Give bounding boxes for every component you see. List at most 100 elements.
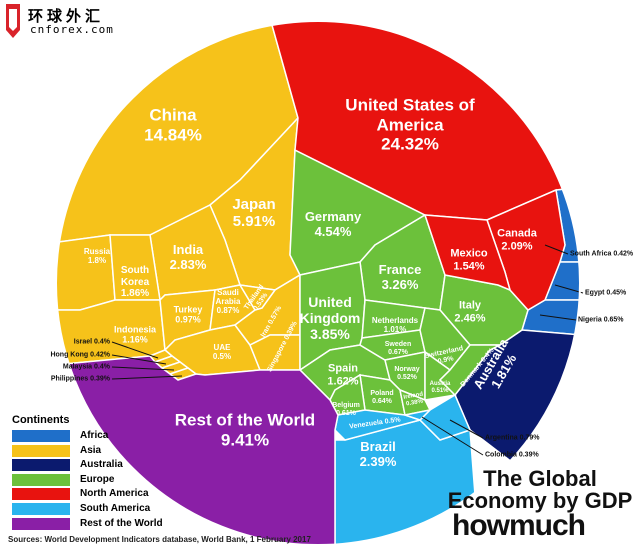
country-label: Malaysia 0.4% [63,364,110,371]
country-label: Egypt 0.45% [585,290,626,297]
country-value: 4.54% [314,224,352,239]
brand: howmuch [452,509,586,542]
country-value: 0.39% [518,451,539,459]
leader-line [554,284,584,294]
logo-name: 环球外汇 [28,7,105,25]
legend-label: Europe [80,473,115,485]
country-label: Argentina 0.79% [485,435,539,442]
country-cell [402,408,433,421]
country-name: Nigeria [578,316,602,324]
country-value: 3.85% [310,326,350,343]
country-value: 0.5% [212,352,232,361]
country-name: Mexico [450,247,488,260]
country-name: Sweden [384,340,412,348]
country-name: South Korea [120,264,150,288]
country-label: Sweden 0.67% [378,341,418,357]
country-value: 24.32% [381,134,439,154]
leader-line [111,366,175,371]
country-label: Mexico 1.54% [439,247,499,272]
country-value: 9.41% [220,430,270,449]
country-value: 0.97% [175,315,201,325]
chart-title: The Global Economy by GDP [447,466,633,513]
country-label: Japan 5.91% [214,196,294,231]
country-value: 1.01% [383,325,407,334]
country-value: 0.5% [384,416,402,426]
country-value: 0.45% [606,289,627,297]
country-value: 1.86% [120,287,150,299]
country-name: Japan [232,195,276,213]
country-value: 2.46% [454,312,486,324]
legend-label: Asia [80,444,102,456]
country-label: Israel 0.4% [74,339,110,346]
country-name: South Africa [570,250,612,258]
leader-line [421,416,484,456]
leader-line [111,354,167,365]
country-name: Israel [73,338,93,346]
country-name: Spain [328,362,358,375]
legend-title: Continents [12,414,70,426]
country-value: 0.39% [90,375,110,383]
country-name: Philippines [50,375,89,383]
country-label: South Africa 0.42% [570,251,633,258]
country-name: Indonesia [113,324,156,335]
country-value: 0.61% [336,410,356,417]
country-value: 1.16% [122,335,148,345]
country-label: Belgium 0.61% [326,402,366,418]
country-value: 1.62% [327,375,359,387]
country-label: United Kingdom 3.85% [285,294,375,342]
country-name: Brazil [360,439,396,455]
legend-swatch [12,430,70,442]
legend-swatch [12,517,70,530]
country-value: 0.65% [603,316,624,324]
country-label: UAE 0.5% [202,343,242,361]
country-name: UAE [213,342,231,352]
country-value: 0.64% [372,398,392,405]
country-value: 2.39% [359,454,397,469]
country-value: 1.54% [453,260,485,272]
leader-line [111,341,159,359]
country-value: 0.52% [397,374,417,381]
country-label: Saudi Arabia 0.87% [208,288,248,316]
country-name: Colombia [485,451,517,459]
country-label: Netherlands 1.01% [365,316,425,334]
country-label: Brazil 2.39% [343,439,413,470]
country-name: Italy [458,299,481,312]
source: Sources: World Development Indicators da… [8,535,311,544]
country-value: 2.83% [169,257,207,272]
country-value: 14.84% [144,125,202,144]
country-label: South Korea 1.86% [110,265,160,300]
country-label: Austria 0.51% [425,381,455,395]
country-value: 0.79% [519,434,540,442]
country-cell [238,284,277,311]
country-name: Hong Kong [50,351,89,359]
legend-label: North America [80,488,149,500]
country-name: Rest of the World [174,410,316,430]
country-name: Egypt [585,289,605,297]
country-label: Canada 2.09% [487,227,547,252]
leader-line [449,419,484,439]
country-name: Norway [394,365,420,373]
country-name: United States of America [345,95,475,135]
legend-label: South America [80,503,151,514]
country-name: Germany [304,209,362,225]
country-label: Philippines 0.39% [51,376,110,383]
country-label: China 14.84% [113,105,233,144]
country-value: 3.26% [381,277,419,292]
legend-swatch [12,503,70,515]
country-cell [423,214,512,292]
country-label: United States of America 24.32% [335,96,485,155]
country-label: Spain 1.62% [318,362,368,387]
country-name: Argentina [485,434,518,442]
country-value: 1.8% [87,256,107,265]
country-name: Belgium [332,401,360,409]
country-value: 2.09% [501,240,533,252]
country-label: Poland 0.64% [362,390,402,406]
country-value: 0.87% [216,306,240,316]
country-label: Rest of the World 9.41% [145,410,345,449]
leader-line [111,375,183,380]
country-name: Canada [497,227,537,240]
country-name: France [378,262,422,278]
country-value: 0.4% [94,338,110,346]
country-value: 0.42% [90,351,110,359]
